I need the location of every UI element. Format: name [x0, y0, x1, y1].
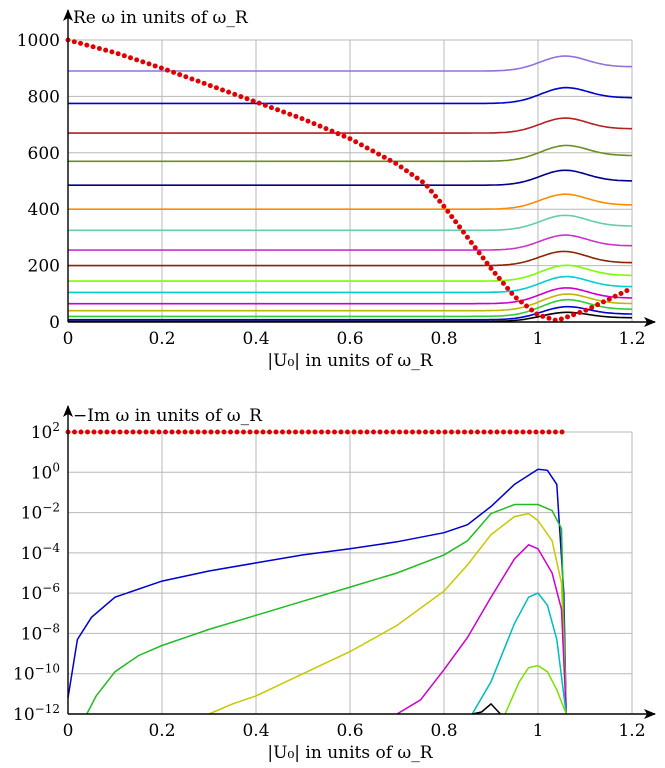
series-line [68, 250, 633, 267]
y-tick-label: 10−8 [21, 621, 60, 644]
series-line [68, 287, 632, 305]
series-line [472, 702, 501, 715]
real-part-chart: 0 0.2 0.4 0.6 0.8 1 1.2 0 200 400 600 800 1000 Re ω… [17, 8, 656, 371]
y-tick-label: 600 [28, 144, 60, 164]
y-tick-label: 10−4 [21, 541, 61, 564]
x-tick-labels: 0 0.2 0.4 0.6 0.8 1 1.2 [63, 721, 646, 741]
x-tick-label: 0.2 [148, 329, 175, 349]
y-tick-labels: 10−12 10−10 10−8 10−6 10−4 10−2 100 102 [13, 420, 60, 725]
series-lines [68, 55, 633, 323]
x-tick-label: 0 [63, 329, 74, 349]
series-line [396, 543, 567, 715]
y-axis-label: −Im ω in units of ω_R [73, 406, 263, 426]
series-line [68, 275, 632, 294]
y-tick-label: 800 [28, 87, 60, 107]
series-line [68, 144, 632, 163]
x-axis-label: |U₀| in units of ω_R [267, 743, 433, 763]
x-tick-label: 0.4 [242, 721, 269, 741]
x-tick-label: 1 [533, 721, 544, 741]
y-tick-label: 200 [28, 257, 60, 277]
x-tick-label: 0.6 [336, 721, 363, 741]
y-tick-label: 10−2 [21, 501, 60, 524]
x-tick-label: 0.4 [242, 329, 269, 349]
series-line [68, 193, 633, 210]
series-line [208, 512, 567, 715]
series-line [86, 503, 567, 715]
series-line [67, 468, 567, 715]
x-tick-label: 1.2 [618, 721, 645, 741]
axes [63, 405, 656, 719]
series-line [68, 214, 632, 232]
imaginary-part-chart: 0 0.2 0.4 0.6 0.8 1 1.2 10−12 10−10 10−8 10−6 10−4… [13, 405, 656, 763]
dotted-series-line [65, 37, 635, 324]
series-lines [67, 468, 567, 715]
y-tick-label: 1000 [17, 31, 60, 51]
x-tick-label: 0.8 [430, 329, 457, 349]
y-tick-label: 102 [31, 420, 60, 443]
series-line [504, 664, 567, 715]
y-axis-label: Re ω in units of ω_R [73, 8, 249, 28]
x-tick-label: 1.2 [618, 329, 645, 349]
series-line [68, 169, 633, 186]
y-tick-labels: 0 200 400 600 800 1000 [17, 31, 60, 333]
y-tick-label: 10−10 [13, 662, 60, 685]
series-line [68, 117, 632, 134]
x-tick-label: 0.6 [336, 329, 363, 349]
x-tick-label: 0.2 [148, 721, 175, 741]
y-tick-label: 10−12 [13, 702, 60, 725]
series-line [68, 293, 633, 312]
x-tick-label: 1 [533, 329, 544, 349]
axes [63, 9, 656, 327]
series-line [68, 234, 632, 251]
x-tick-label: 0.8 [430, 721, 457, 741]
y-tick-label: 100 [31, 460, 60, 483]
series-line [471, 592, 567, 715]
x-tick-labels: 0 0.2 0.4 0.6 0.8 1 1.2 [63, 329, 646, 349]
series-line [68, 55, 633, 72]
dotted-series [65, 37, 635, 324]
x-tick-label: 0 [63, 721, 74, 741]
y-tick-label: 10−6 [21, 581, 60, 604]
series-line [68, 264, 633, 282]
y-tick-label: 400 [28, 200, 60, 220]
series-line [68, 86, 632, 105]
series-line [68, 298, 632, 318]
x-axis-label: |U₀| in units of ω_R [267, 351, 433, 371]
y-tick-label: 0 [49, 313, 60, 333]
